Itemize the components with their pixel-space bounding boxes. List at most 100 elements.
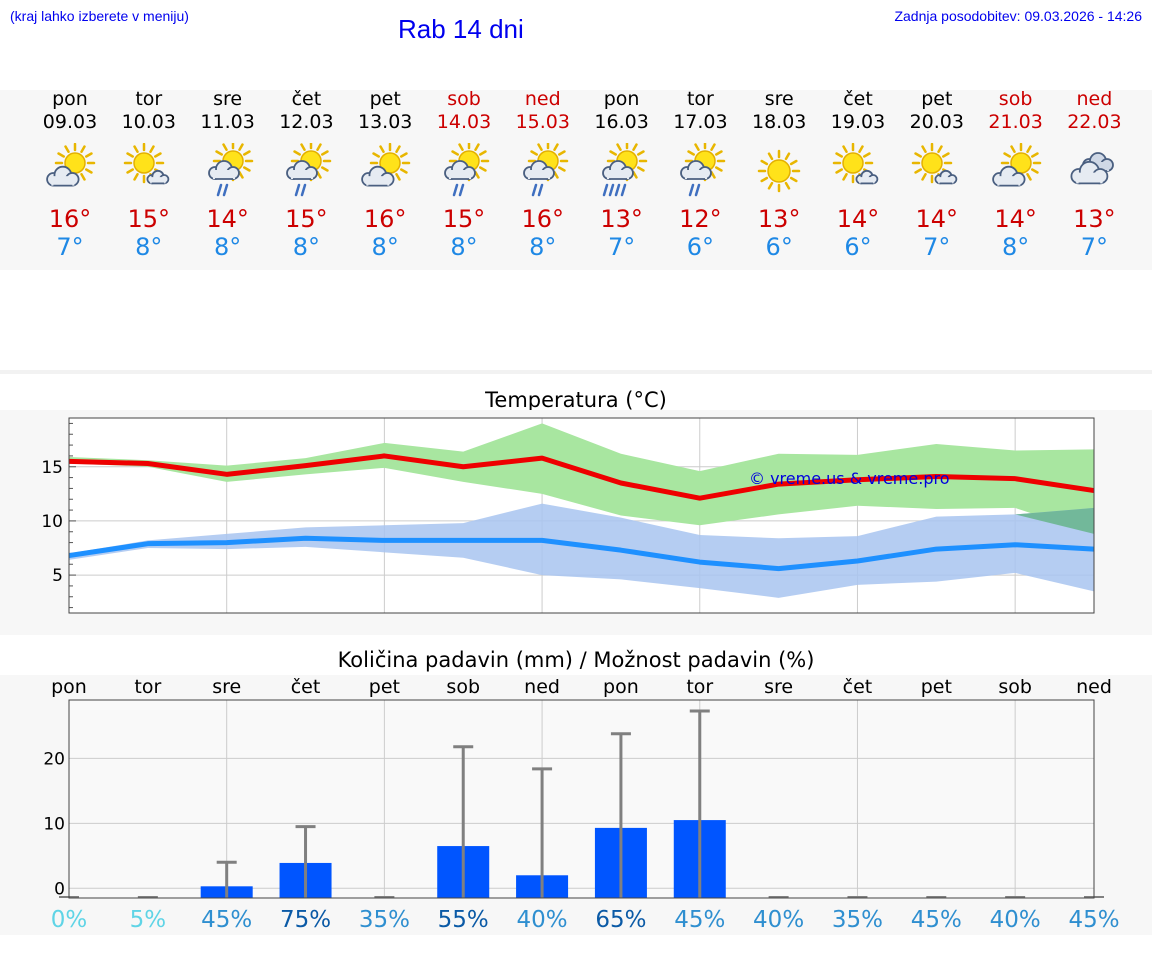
day-name: sob xyxy=(447,88,481,110)
precip-probability: 65% xyxy=(595,907,646,933)
day-name: ned xyxy=(524,88,561,110)
x-category-label: sob xyxy=(446,676,480,698)
rain-drops xyxy=(452,183,465,197)
temp-max: 14° xyxy=(915,205,959,233)
sun-small-cloud-icon xyxy=(832,143,879,185)
day-date: 15.03 xyxy=(515,111,570,133)
temp-max: 14° xyxy=(206,205,249,233)
sun-disc xyxy=(842,152,864,174)
day-column: tor 17.03 12° 6° xyxy=(660,88,740,261)
cloud-shape xyxy=(444,160,476,180)
temp-max: 15° xyxy=(127,205,171,233)
day-name: čet xyxy=(843,88,873,110)
precipitation-chart: pon tor sre čet pet sob ned pon tor sre čet pet sob n… xyxy=(43,676,1119,933)
rain-drops xyxy=(602,183,626,197)
day-date: 09.03 xyxy=(42,111,98,133)
temp-max: 15° xyxy=(442,205,486,233)
temp-min: 7° xyxy=(607,233,636,261)
temp-min: 7° xyxy=(1080,233,1109,261)
sun-cloud-rain-icon xyxy=(680,143,726,197)
precip-probability: 75% xyxy=(280,907,331,933)
weather-icon xyxy=(991,143,1041,187)
partly-cloudy-icon xyxy=(46,143,96,187)
day-name: sre xyxy=(213,88,243,110)
sun-cloud-rain-icon xyxy=(444,143,490,197)
day-column: tor 10.03 15° 8° xyxy=(109,88,189,261)
sun-small-cloud-icon xyxy=(123,143,170,185)
day-date: 22.03 xyxy=(1067,111,1122,133)
day-column: čet 12.03 15° 8° xyxy=(266,88,346,261)
y-tick-label: 20 xyxy=(43,749,65,769)
temp-max: 16° xyxy=(521,205,565,233)
temp-chart-title: Temperatura (°C) xyxy=(485,388,667,412)
day-column: sob 14.03 15° 8° xyxy=(424,88,504,261)
plot-frame xyxy=(68,699,1095,899)
precip-chart-title: Količina padavin (mm) / Možnost padavin … xyxy=(337,648,815,672)
weather-icon xyxy=(522,143,569,197)
day-date: 14.03 xyxy=(436,111,492,133)
day-name: pon xyxy=(603,88,640,110)
cloud-shape xyxy=(855,169,879,185)
precip-probability: 45% xyxy=(911,907,962,933)
x-category-label: čet xyxy=(843,676,873,698)
cloud-shape xyxy=(680,160,713,180)
temp-max: 13° xyxy=(757,205,801,233)
temp-max: 16° xyxy=(363,205,407,233)
weather-icon xyxy=(207,143,253,197)
day-date: 18.03 xyxy=(751,111,807,133)
day-date: 10.03 xyxy=(121,111,176,133)
rain-drops xyxy=(216,183,228,197)
y-tick-label: 15 xyxy=(41,458,63,478)
max-range-band xyxy=(69,423,1094,534)
temperature-chart: 5 10 15 © vreme.us & vreme.pro xyxy=(41,417,1095,614)
precip-probability: 40% xyxy=(753,907,804,933)
cloud-shape xyxy=(146,169,170,185)
band-overlap xyxy=(1015,507,1094,534)
temp-min: 8° xyxy=(135,233,163,261)
precip-probability: 35% xyxy=(832,907,883,933)
min-temperature-line xyxy=(68,535,1095,572)
last-update: Zadnja posodobitev: 09.03.2026 - 14:26 xyxy=(894,8,1142,24)
day-column: sre 11.03 14° 8° xyxy=(188,88,268,261)
temp-min: 8° xyxy=(529,233,557,261)
x-category-label: ned xyxy=(524,676,560,698)
menu-hint: (kraj lahko izberete v meniju) xyxy=(10,8,189,24)
x-category-label: pet xyxy=(921,676,952,698)
weather-icon xyxy=(1070,152,1115,185)
day-date: 11.03 xyxy=(200,111,255,133)
partly-cloudy-icon xyxy=(361,143,411,187)
day-column: sre 18.03 13° 6° xyxy=(739,88,819,261)
weather-icon xyxy=(832,143,879,185)
x-category-label: sre xyxy=(764,676,793,698)
temp-max: 12° xyxy=(679,205,722,233)
weather-icon xyxy=(123,143,170,185)
day-name: pet xyxy=(369,88,401,110)
plot-area xyxy=(69,700,1094,898)
temp-min: 6° xyxy=(686,233,715,261)
cloud-shape xyxy=(522,160,555,180)
x-category-label: sre xyxy=(212,676,241,698)
day-column: ned 15.03 16° 8° xyxy=(503,88,583,261)
section-divider xyxy=(0,370,1152,374)
x-category-label: tor xyxy=(134,676,161,698)
plot-frame xyxy=(68,417,1095,614)
precip-probability: 45% xyxy=(674,907,725,933)
rain-drops xyxy=(295,183,307,197)
precip-probability: 40% xyxy=(990,907,1041,933)
day-name: pet xyxy=(921,88,953,110)
sun-icon xyxy=(757,149,801,193)
temp-max: 14° xyxy=(836,205,880,233)
temp-max: 16° xyxy=(48,205,92,233)
y-tick-label: 10 xyxy=(41,512,63,532)
temp-min: 7° xyxy=(56,233,84,261)
day-date: 17.03 xyxy=(673,111,728,133)
sun-small-cloud-icon xyxy=(911,143,958,185)
precip-probability: 40% xyxy=(517,907,568,933)
sun-cloud-rain-icon xyxy=(286,143,332,197)
sun-rays xyxy=(123,143,165,184)
day-date: 21.03 xyxy=(988,111,1043,133)
weather-icon xyxy=(911,143,958,185)
partly-cloudy-icon xyxy=(991,143,1041,187)
cloud-shape xyxy=(601,160,634,180)
page-title: Rab 14 dni xyxy=(398,14,524,44)
